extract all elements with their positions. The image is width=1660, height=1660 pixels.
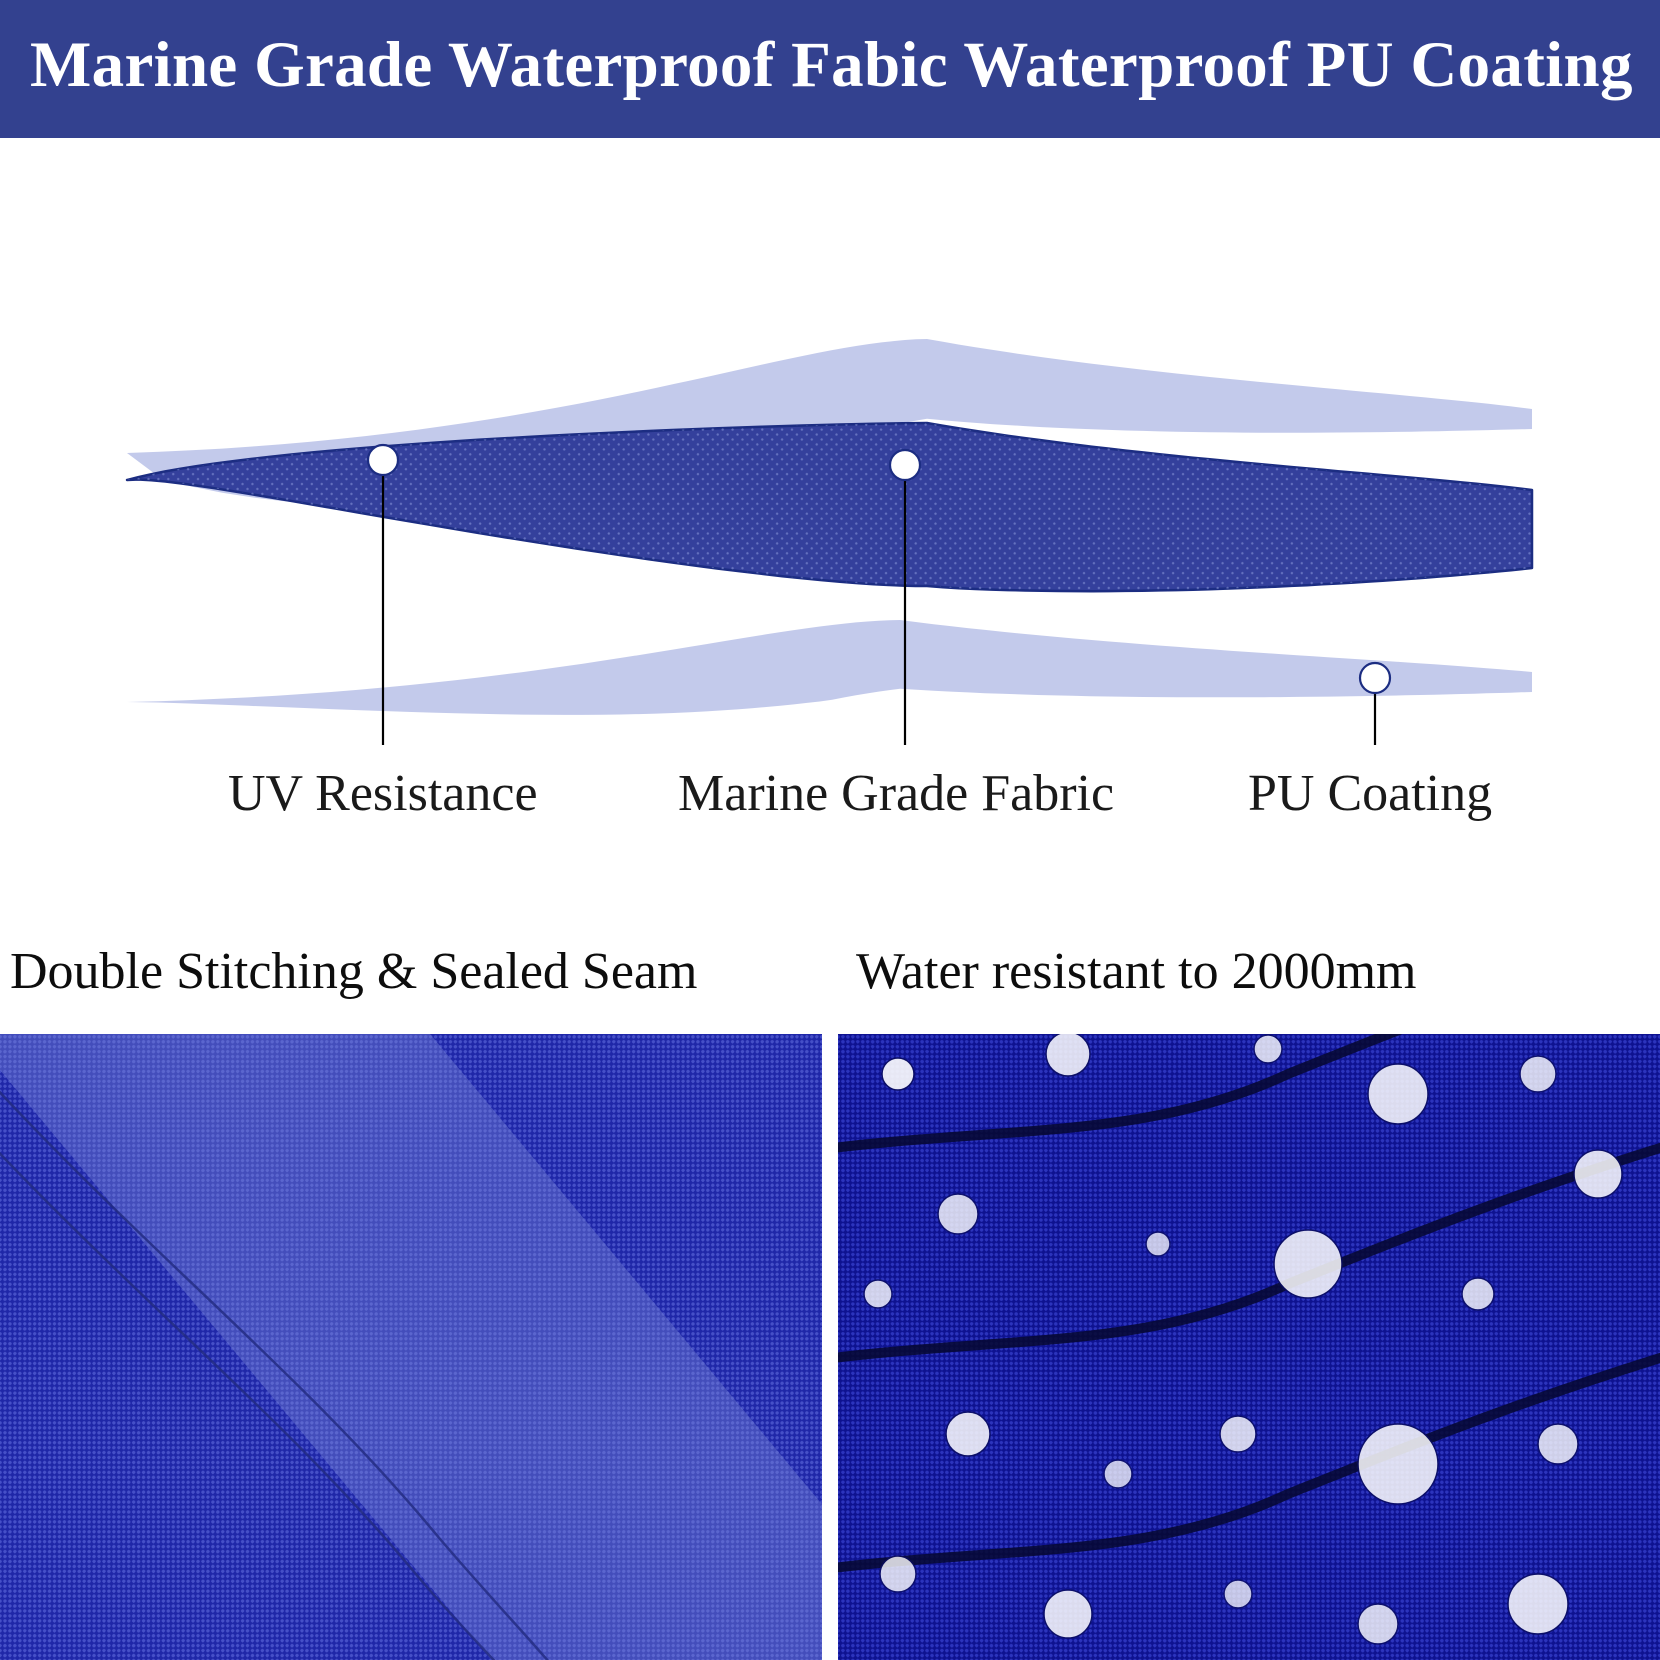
svg-text:UV Resistance: UV Resistance [228,765,538,822]
svg-text:Marine Grade Fabric: Marine Grade Fabric [678,765,1114,822]
svg-text:PU Coating: PU Coating [1248,765,1492,822]
